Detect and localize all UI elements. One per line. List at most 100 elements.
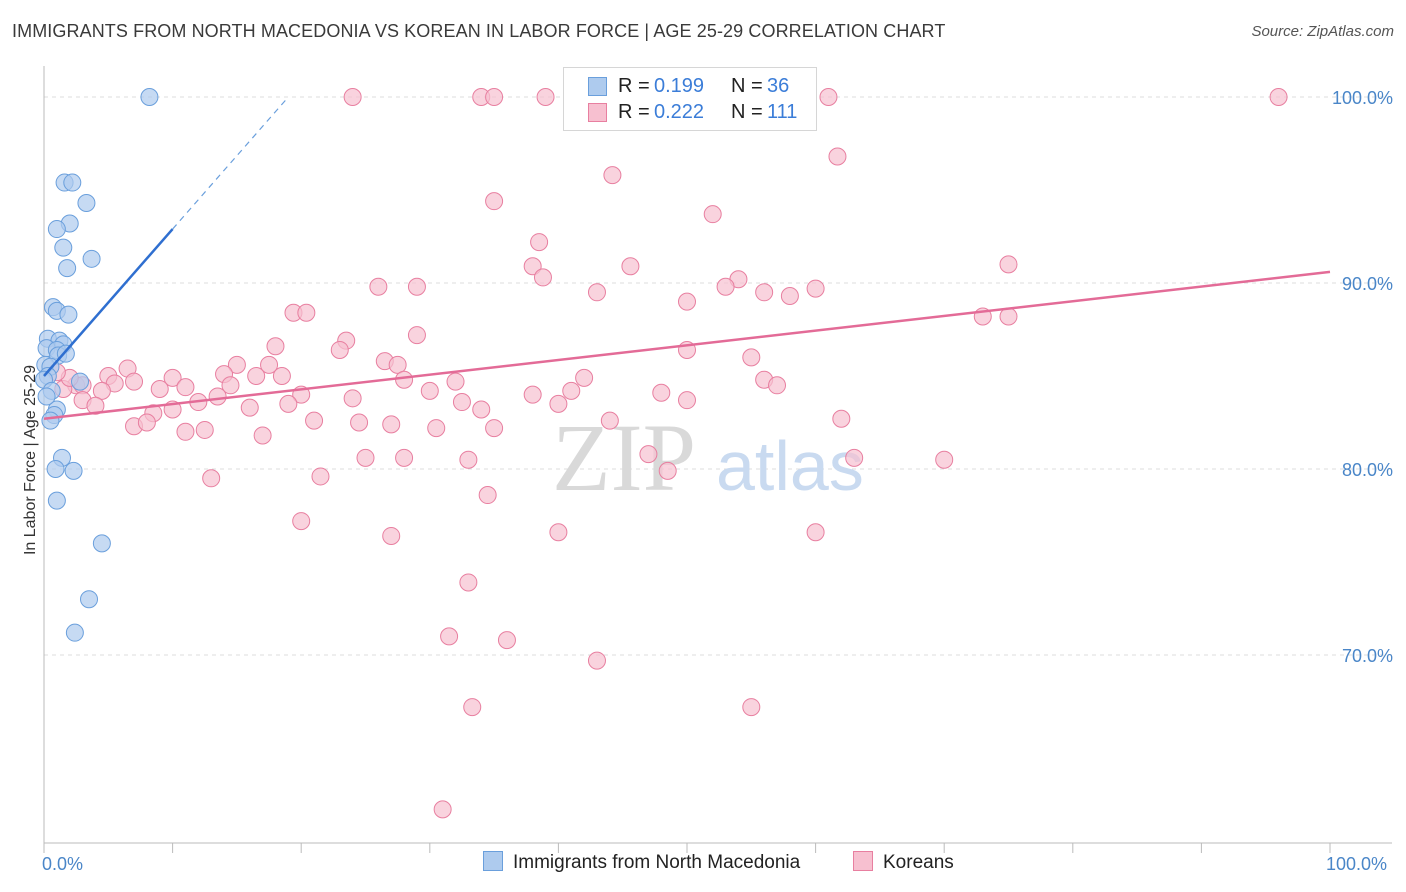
legend-swatch-blue: [588, 77, 607, 96]
bottom-legend-pink: Koreans: [853, 851, 954, 874]
point-pink: [266, 337, 285, 356]
point-pink: [478, 486, 497, 505]
point-blue: [37, 387, 56, 406]
point-pink: [86, 396, 105, 415]
y-tick-labels: 70.0% 80.0% 90.0% 100.0%: [1332, 88, 1393, 666]
point-pink: [195, 420, 214, 439]
point-pink: [678, 292, 696, 311]
points-pink: [47, 88, 1288, 819]
point-blue: [47, 220, 66, 239]
legend-r-value: 0.222: [654, 101, 705, 123]
legend-n-value: 36: [767, 75, 790, 97]
point-pink: [163, 368, 182, 387]
point-pink: [150, 380, 169, 399]
point-pink: [587, 283, 606, 302]
point-pink: [621, 257, 640, 276]
x-tick-label-min: 0.0%: [42, 854, 83, 874]
point-pink: [999, 307, 1018, 326]
point-pink: [176, 378, 195, 397]
point-pink: [297, 303, 316, 322]
point-blue: [46, 460, 65, 478]
point-pink: [819, 88, 838, 106]
point-pink: [1269, 88, 1288, 106]
point-pink: [420, 381, 439, 400]
point-pink: [279, 394, 298, 413]
point-pink: [523, 257, 542, 276]
point-pink: [828, 147, 847, 166]
point-pink: [202, 469, 221, 488]
point-pink: [536, 88, 555, 106]
point-pink: [845, 448, 864, 467]
point-pink: [562, 381, 581, 400]
grid-lines: [44, 96, 1392, 656]
axes: [43, 66, 1392, 853]
point-pink: [549, 394, 568, 413]
point-pink: [497, 631, 516, 650]
point-pink: [253, 426, 272, 445]
y-axis-label: In Labor Force | Age 25-29: [22, 365, 39, 555]
point-pink: [260, 355, 279, 374]
point-pink: [221, 376, 240, 395]
point-blue: [92, 534, 111, 553]
point-pink: [549, 523, 568, 542]
point-blue: [41, 411, 60, 430]
point-pink: [530, 233, 549, 252]
point-pink: [407, 326, 426, 345]
watermark: ZIP atlas: [552, 404, 864, 511]
point-pink: [292, 512, 311, 531]
point-pink: [382, 526, 401, 545]
legend-r-label: R =: [618, 101, 650, 123]
point-pink: [227, 355, 246, 374]
point-pink: [485, 88, 504, 106]
point-pink: [356, 448, 375, 467]
point-pink: [240, 398, 259, 417]
point-pink: [208, 387, 227, 406]
point-pink: [395, 370, 414, 389]
point-pink: [472, 400, 491, 419]
x-tick-label-max: 100.0%: [1326, 854, 1387, 874]
point-pink: [658, 461, 677, 480]
point-pink: [587, 651, 606, 670]
point-blue: [56, 344, 75, 363]
point-pink: [247, 367, 266, 385]
point-pink: [350, 413, 369, 432]
legend-r-label: R =: [618, 75, 650, 97]
point-pink: [343, 389, 362, 408]
point-pink: [440, 627, 459, 646]
point-pink: [485, 419, 504, 438]
point-pink: [388, 355, 407, 374]
point-pink: [999, 255, 1018, 274]
chart-title: IMMIGRANTS FROM NORTH MACEDONIA VS KOREA…: [12, 21, 946, 41]
stats-legend: R = 0.199 N = 36 R = 0.222 N = 111: [563, 67, 817, 131]
point-blue: [64, 461, 83, 480]
trend-lines: [43, 96, 1331, 421]
bottom-legend-label-pink: Koreans: [883, 852, 954, 873]
points-blue: [35, 88, 159, 642]
point-pink: [343, 88, 362, 106]
point-pink: [485, 192, 504, 211]
point-blue: [59, 305, 78, 324]
source-label: Source: ZipAtlas.com: [1251, 23, 1394, 40]
y-tick-label: 90.0%: [1342, 274, 1393, 294]
point-pink: [935, 450, 954, 469]
point-pink: [603, 166, 622, 185]
point-pink: [600, 411, 619, 430]
point-pink: [575, 368, 594, 387]
point-blue: [80, 590, 99, 609]
point-pink: [459, 573, 478, 592]
point-pink: [459, 450, 478, 469]
y-tick-label: 80.0%: [1342, 460, 1393, 480]
point-pink: [742, 348, 761, 367]
point-blue: [77, 194, 96, 213]
point-pink: [806, 523, 825, 542]
point-blue: [54, 238, 73, 257]
point-pink: [272, 367, 291, 385]
point-pink: [463, 698, 482, 717]
point-pink: [311, 467, 330, 486]
point-pink: [395, 448, 414, 467]
y-tick-label: 100.0%: [1332, 88, 1393, 108]
watermark-zip: ZIP: [552, 404, 696, 511]
point-pink: [382, 415, 401, 434]
point-pink: [369, 277, 388, 296]
point-blue: [140, 88, 159, 106]
